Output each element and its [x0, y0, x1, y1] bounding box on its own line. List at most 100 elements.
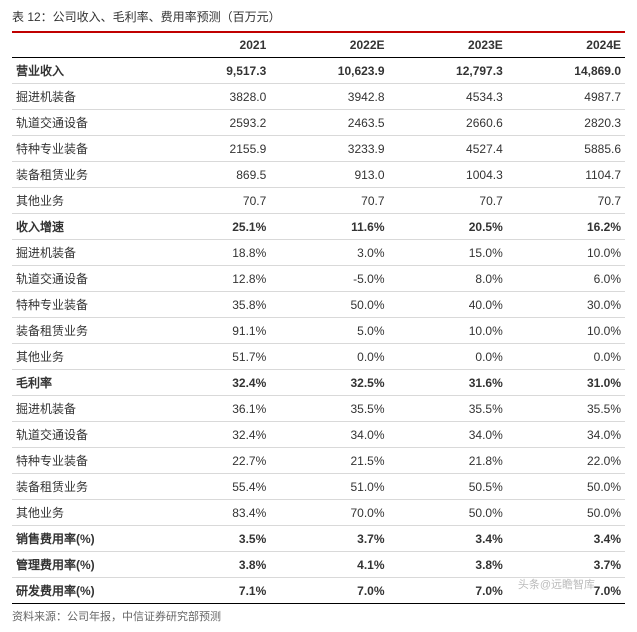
table-row: 轨道交通设备2593.22463.52660.62820.3: [12, 110, 625, 136]
row-value: 9,517.3: [152, 58, 270, 84]
table-row: 轨道交通设备12.8%-5.0%8.0%6.0%: [12, 266, 625, 292]
row-value: 5.0%: [270, 318, 388, 344]
row-value: 34.0%: [507, 422, 625, 448]
row-value: 3.7%: [507, 552, 625, 578]
table-row: 装备租赁业务869.5913.01004.31104.7: [12, 162, 625, 188]
row-value: 3.0%: [270, 240, 388, 266]
table-row: 特种专业装备2155.93233.94527.45885.6: [12, 136, 625, 162]
row-value: 0.0%: [270, 344, 388, 370]
row-label: 装备租赁业务: [12, 162, 152, 188]
row-label: 轨道交通设备: [12, 422, 152, 448]
row-label: 特种专业装备: [12, 292, 152, 318]
row-value: 0.0%: [389, 344, 507, 370]
row-value: 3942.8: [270, 84, 388, 110]
row-value: 36.1%: [152, 396, 270, 422]
row-label: 特种专业装备: [12, 136, 152, 162]
row-value: -5.0%: [270, 266, 388, 292]
row-value: 2593.2: [152, 110, 270, 136]
row-value: 4527.4: [389, 136, 507, 162]
row-value: 31.6%: [389, 370, 507, 396]
table-title: 表 12：公司收入、毛利率、费用率预测（百万元）: [12, 8, 625, 25]
row-value: 70.7: [270, 188, 388, 214]
row-value: 50.5%: [389, 474, 507, 500]
forecast-table: 2021 2022E 2023E 2024E 营业收入9,517.310,623…: [12, 31, 625, 604]
row-value: 35.5%: [389, 396, 507, 422]
row-value: 18.8%: [152, 240, 270, 266]
table-row: 收入增速25.1%11.6%20.5%16.2%: [12, 214, 625, 240]
row-value: 3.4%: [507, 526, 625, 552]
row-label: 研发费用率(%): [12, 578, 152, 604]
row-value: 1104.7: [507, 162, 625, 188]
row-label: 其他业务: [12, 188, 152, 214]
row-value: 10.0%: [389, 318, 507, 344]
row-label: 特种专业装备: [12, 448, 152, 474]
row-value: 32.4%: [152, 370, 270, 396]
row-value: 2463.5: [270, 110, 388, 136]
row-value: 70.0%: [270, 500, 388, 526]
row-value: 22.7%: [152, 448, 270, 474]
table-row: 装备租赁业务91.1%5.0%10.0%10.0%: [12, 318, 625, 344]
table-row: 特种专业装备35.8%50.0%40.0%30.0%: [12, 292, 625, 318]
row-value: 3.8%: [389, 552, 507, 578]
row-label: 轨道交通设备: [12, 110, 152, 136]
table-row: 掘进机装备18.8%3.0%15.0%10.0%: [12, 240, 625, 266]
row-value: 11.6%: [270, 214, 388, 240]
row-value: 31.0%: [507, 370, 625, 396]
row-value: 21.8%: [389, 448, 507, 474]
row-label: 其他业务: [12, 344, 152, 370]
watermark: 头条@远瞻智库: [518, 576, 595, 592]
row-value: 7.1%: [152, 578, 270, 604]
row-value: 3.7%: [270, 526, 388, 552]
row-label: 掘进机装备: [12, 84, 152, 110]
row-value: 5885.6: [507, 136, 625, 162]
row-value: 3.5%: [152, 526, 270, 552]
row-value: 869.5: [152, 162, 270, 188]
table-row: 营业收入9,517.310,623.912,797.314,869.0: [12, 58, 625, 84]
row-value: 4.1%: [270, 552, 388, 578]
table-row: 装备租赁业务55.4%51.0%50.5%50.0%: [12, 474, 625, 500]
row-value: 4534.3: [389, 84, 507, 110]
row-value: 0.0%: [507, 344, 625, 370]
row-value: 12,797.3: [389, 58, 507, 84]
table-row: 轨道交通设备32.4%34.0%34.0%34.0%: [12, 422, 625, 448]
header-row: 2021 2022E 2023E 2024E: [12, 32, 625, 58]
row-value: 6.0%: [507, 266, 625, 292]
table-row: 其他业务70.770.770.770.7: [12, 188, 625, 214]
row-value: 70.7: [389, 188, 507, 214]
row-value: 50.0%: [507, 500, 625, 526]
row-value: 7.0%: [389, 578, 507, 604]
row-value: 50.0%: [507, 474, 625, 500]
row-label: 管理费用率(%): [12, 552, 152, 578]
row-label: 装备租赁业务: [12, 318, 152, 344]
row-value: 3.4%: [389, 526, 507, 552]
table-row: 毛利率32.4%32.5%31.6%31.0%: [12, 370, 625, 396]
row-value: 34.0%: [389, 422, 507, 448]
row-value: 10.0%: [507, 318, 625, 344]
row-value: 51.0%: [270, 474, 388, 500]
row-value: 34.0%: [270, 422, 388, 448]
table-row: 销售费用率(%)3.5%3.7%3.4%3.4%: [12, 526, 625, 552]
table-row: 其他业务83.4%70.0%50.0%50.0%: [12, 500, 625, 526]
row-value: 913.0: [270, 162, 388, 188]
row-value: 10.0%: [507, 240, 625, 266]
row-value: 8.0%: [389, 266, 507, 292]
row-value: 2660.6: [389, 110, 507, 136]
row-label: 其他业务: [12, 500, 152, 526]
row-value: 3.8%: [152, 552, 270, 578]
source-note: 资料来源：公司年报，中信证券研究部预测: [12, 608, 625, 624]
row-label: 轨道交通设备: [12, 266, 152, 292]
row-label: 收入增速: [12, 214, 152, 240]
row-value: 35.8%: [152, 292, 270, 318]
row-value: 40.0%: [389, 292, 507, 318]
row-value: 30.0%: [507, 292, 625, 318]
row-value: 83.4%: [152, 500, 270, 526]
col-header-4: 2024E: [507, 32, 625, 58]
table-row: 掘进机装备36.1%35.5%35.5%35.5%: [12, 396, 625, 422]
row-value: 91.1%: [152, 318, 270, 344]
row-value: 70.7: [507, 188, 625, 214]
row-value: 20.5%: [389, 214, 507, 240]
row-value: 3828.0: [152, 84, 270, 110]
row-value: 70.7: [152, 188, 270, 214]
table-row: 管理费用率(%)3.8%4.1%3.8%3.7%: [12, 552, 625, 578]
row-label: 销售费用率(%): [12, 526, 152, 552]
